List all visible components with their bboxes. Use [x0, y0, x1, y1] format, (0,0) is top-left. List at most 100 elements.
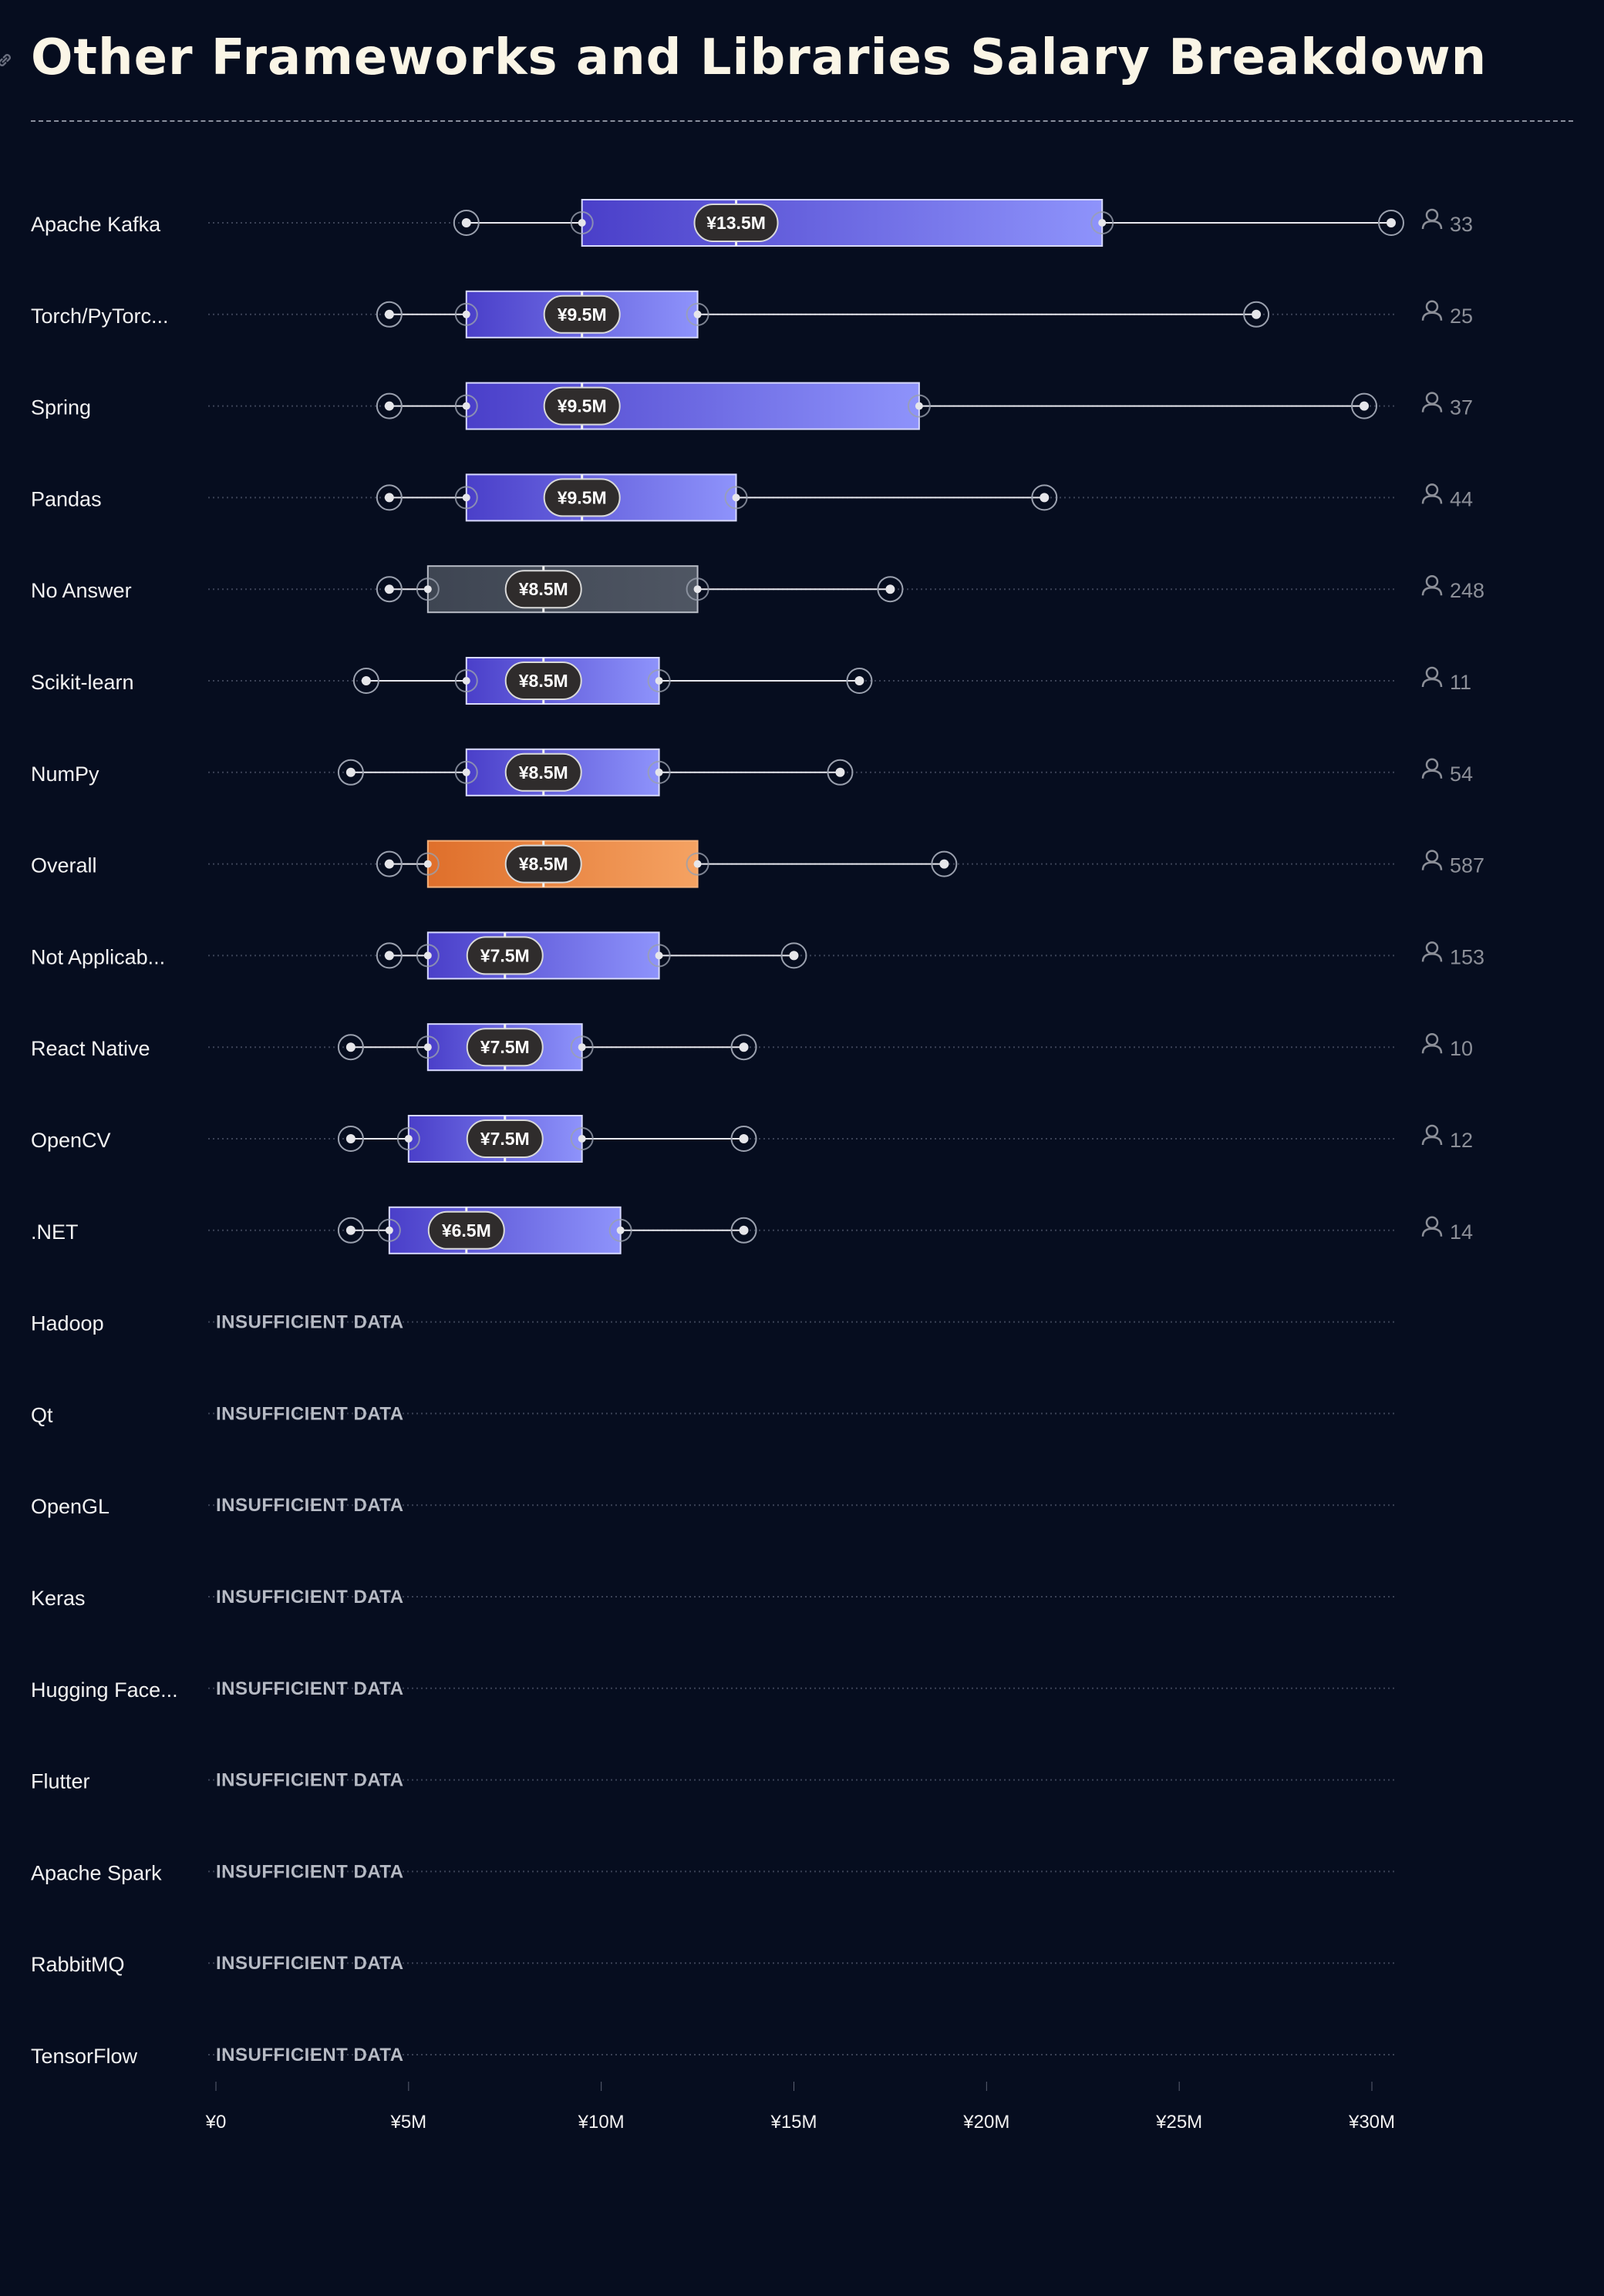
chart-row-scikit-learn: Scikit-learn ¥8.5M 11	[31, 657, 1471, 705]
p90-marker	[578, 1043, 586, 1052]
max-marker	[1386, 218, 1396, 227]
p10-marker	[385, 1226, 393, 1234]
min-marker-ring	[337, 759, 364, 786]
min-marker-ring	[376, 301, 403, 328]
person-icon	[1421, 1124, 1443, 1146]
median-pill	[543, 478, 621, 517]
row-label: Hugging Face...	[31, 1678, 178, 1702]
median-pill	[466, 1028, 544, 1067]
min-marker	[384, 309, 394, 319]
median-pill	[466, 1119, 544, 1158]
p10-marker	[462, 402, 470, 410]
max-marker-ring	[877, 576, 904, 603]
p90-marker-ring	[647, 760, 671, 784]
respondent-count: 12	[1450, 1129, 1473, 1152]
p10-marker	[423, 1043, 432, 1052]
person-icon	[1421, 666, 1443, 688]
p90-marker-ring	[647, 669, 671, 692]
p90-marker-ring	[570, 1035, 594, 1059]
median-label: ¥7.5M	[480, 945, 530, 965]
row-label: Spring	[31, 396, 91, 419]
median-label: ¥8.5M	[519, 854, 568, 874]
x-tick-label: ¥0	[205, 2112, 227, 2133]
median-label: ¥9.5M	[558, 396, 607, 416]
min-marker	[384, 584, 394, 594]
respondent-count: 153	[1450, 945, 1484, 968]
insufficient-data-label: INSUFFICIENT DATA	[216, 1495, 404, 1516]
min-marker	[345, 767, 356, 777]
median-pill	[543, 295, 621, 334]
person-icon	[1421, 392, 1443, 412]
max-marker-ring	[1031, 484, 1058, 511]
p10-marker-ring	[416, 852, 440, 876]
p10-marker	[578, 219, 586, 227]
p10-marker-ring	[396, 1127, 420, 1150]
min-marker	[384, 951, 394, 961]
respondent-count: 11	[1450, 671, 1471, 694]
p90-marker	[655, 951, 663, 960]
min-marker	[384, 493, 394, 503]
row-label: OpenCV	[31, 1129, 111, 1152]
max-marker-ring	[730, 1126, 757, 1152]
max-marker-ring	[931, 850, 958, 877]
median-label: ¥9.5M	[558, 487, 607, 507]
median-pill	[543, 386, 621, 426]
max-marker	[739, 1042, 749, 1052]
p90-marker-ring	[686, 577, 709, 601]
person-icon	[1421, 850, 1443, 870]
chart-row-not-applicab: Not Applicab... ¥7.5M 153	[31, 931, 1484, 980]
p90-marker-ring	[570, 1127, 594, 1150]
median-label: ¥8.5M	[519, 579, 568, 599]
respondent-count: 587	[1450, 854, 1484, 877]
min-marker-ring	[376, 576, 403, 603]
respondent-count: 14	[1450, 1220, 1473, 1244]
p90-marker-ring	[724, 486, 748, 510]
min-marker	[345, 1225, 356, 1235]
chart-row-hugging-face: Hugging Face... INSUFFICIENT DATA	[31, 1678, 1397, 1702]
insufficient-data-label: INSUFFICIENT DATA	[216, 1861, 404, 1882]
max-marker	[1040, 493, 1050, 503]
row-label: Overall	[31, 854, 97, 877]
respondent-count: 37	[1450, 396, 1473, 419]
respondent-count: 25	[1450, 305, 1473, 328]
max-marker-ring	[1377, 210, 1404, 236]
min-marker	[345, 1134, 356, 1143]
min-marker-ring	[376, 942, 403, 969]
median-label: ¥9.5M	[558, 305, 607, 325]
x-tick-label: ¥30M	[1348, 2112, 1395, 2133]
median-pill	[504, 752, 582, 792]
median-label: ¥13.5M	[706, 213, 766, 233]
p90-marker	[655, 677, 663, 685]
respondent-count: 44	[1450, 487, 1473, 510]
max-marker-ring	[1243, 301, 1270, 328]
min-marker-ring	[337, 1126, 364, 1152]
chart-row-apache-spark: Apache Spark INSUFFICIENT DATA	[31, 1861, 1397, 1884]
iqr-box	[581, 199, 1104, 247]
max-marker-ring	[827, 759, 854, 786]
link-icon[interactable]	[0, 49, 15, 71]
median-pill	[427, 1210, 505, 1250]
p10-marker-ring	[454, 486, 478, 510]
chart-row-numpy: NumPy ¥8.5M 54	[31, 748, 1473, 796]
chart-row-tensorflow: TensorFlow INSUFFICIENT DATA	[31, 2045, 1397, 2068]
chart-row-net: .NET ¥6.5M 14	[31, 1206, 1473, 1254]
p10-marker	[462, 310, 470, 318]
median-pill	[504, 662, 582, 700]
p10-marker	[423, 585, 432, 594]
row-label: OpenGL	[31, 1495, 110, 1518]
min-marker-ring	[376, 392, 403, 419]
chart-row-torch-pytorc: Torch/PyTorc... ¥9.5M 25	[31, 290, 1473, 338]
x-tick-label: ¥20M	[962, 2112, 1009, 2133]
row-label: Pandas	[31, 487, 102, 510]
insufficient-data-label: INSUFFICIENT DATA	[216, 1587, 404, 1608]
p90-marker-ring	[686, 852, 709, 876]
person-icon	[1421, 300, 1443, 321]
chart-row-qt: Qt INSUFFICIENT DATA	[31, 1403, 1397, 1426]
person-icon	[1421, 1032, 1443, 1054]
x-tick-label: ¥5M	[389, 2112, 426, 2133]
x-axis: ¥0 ¥5M ¥10M ¥15M ¥20M ¥25M ¥30M	[205, 2082, 1395, 2133]
max-marker	[835, 767, 845, 777]
min-marker-ring	[376, 484, 403, 511]
min-marker	[384, 859, 394, 869]
p10-marker-ring	[416, 577, 440, 601]
